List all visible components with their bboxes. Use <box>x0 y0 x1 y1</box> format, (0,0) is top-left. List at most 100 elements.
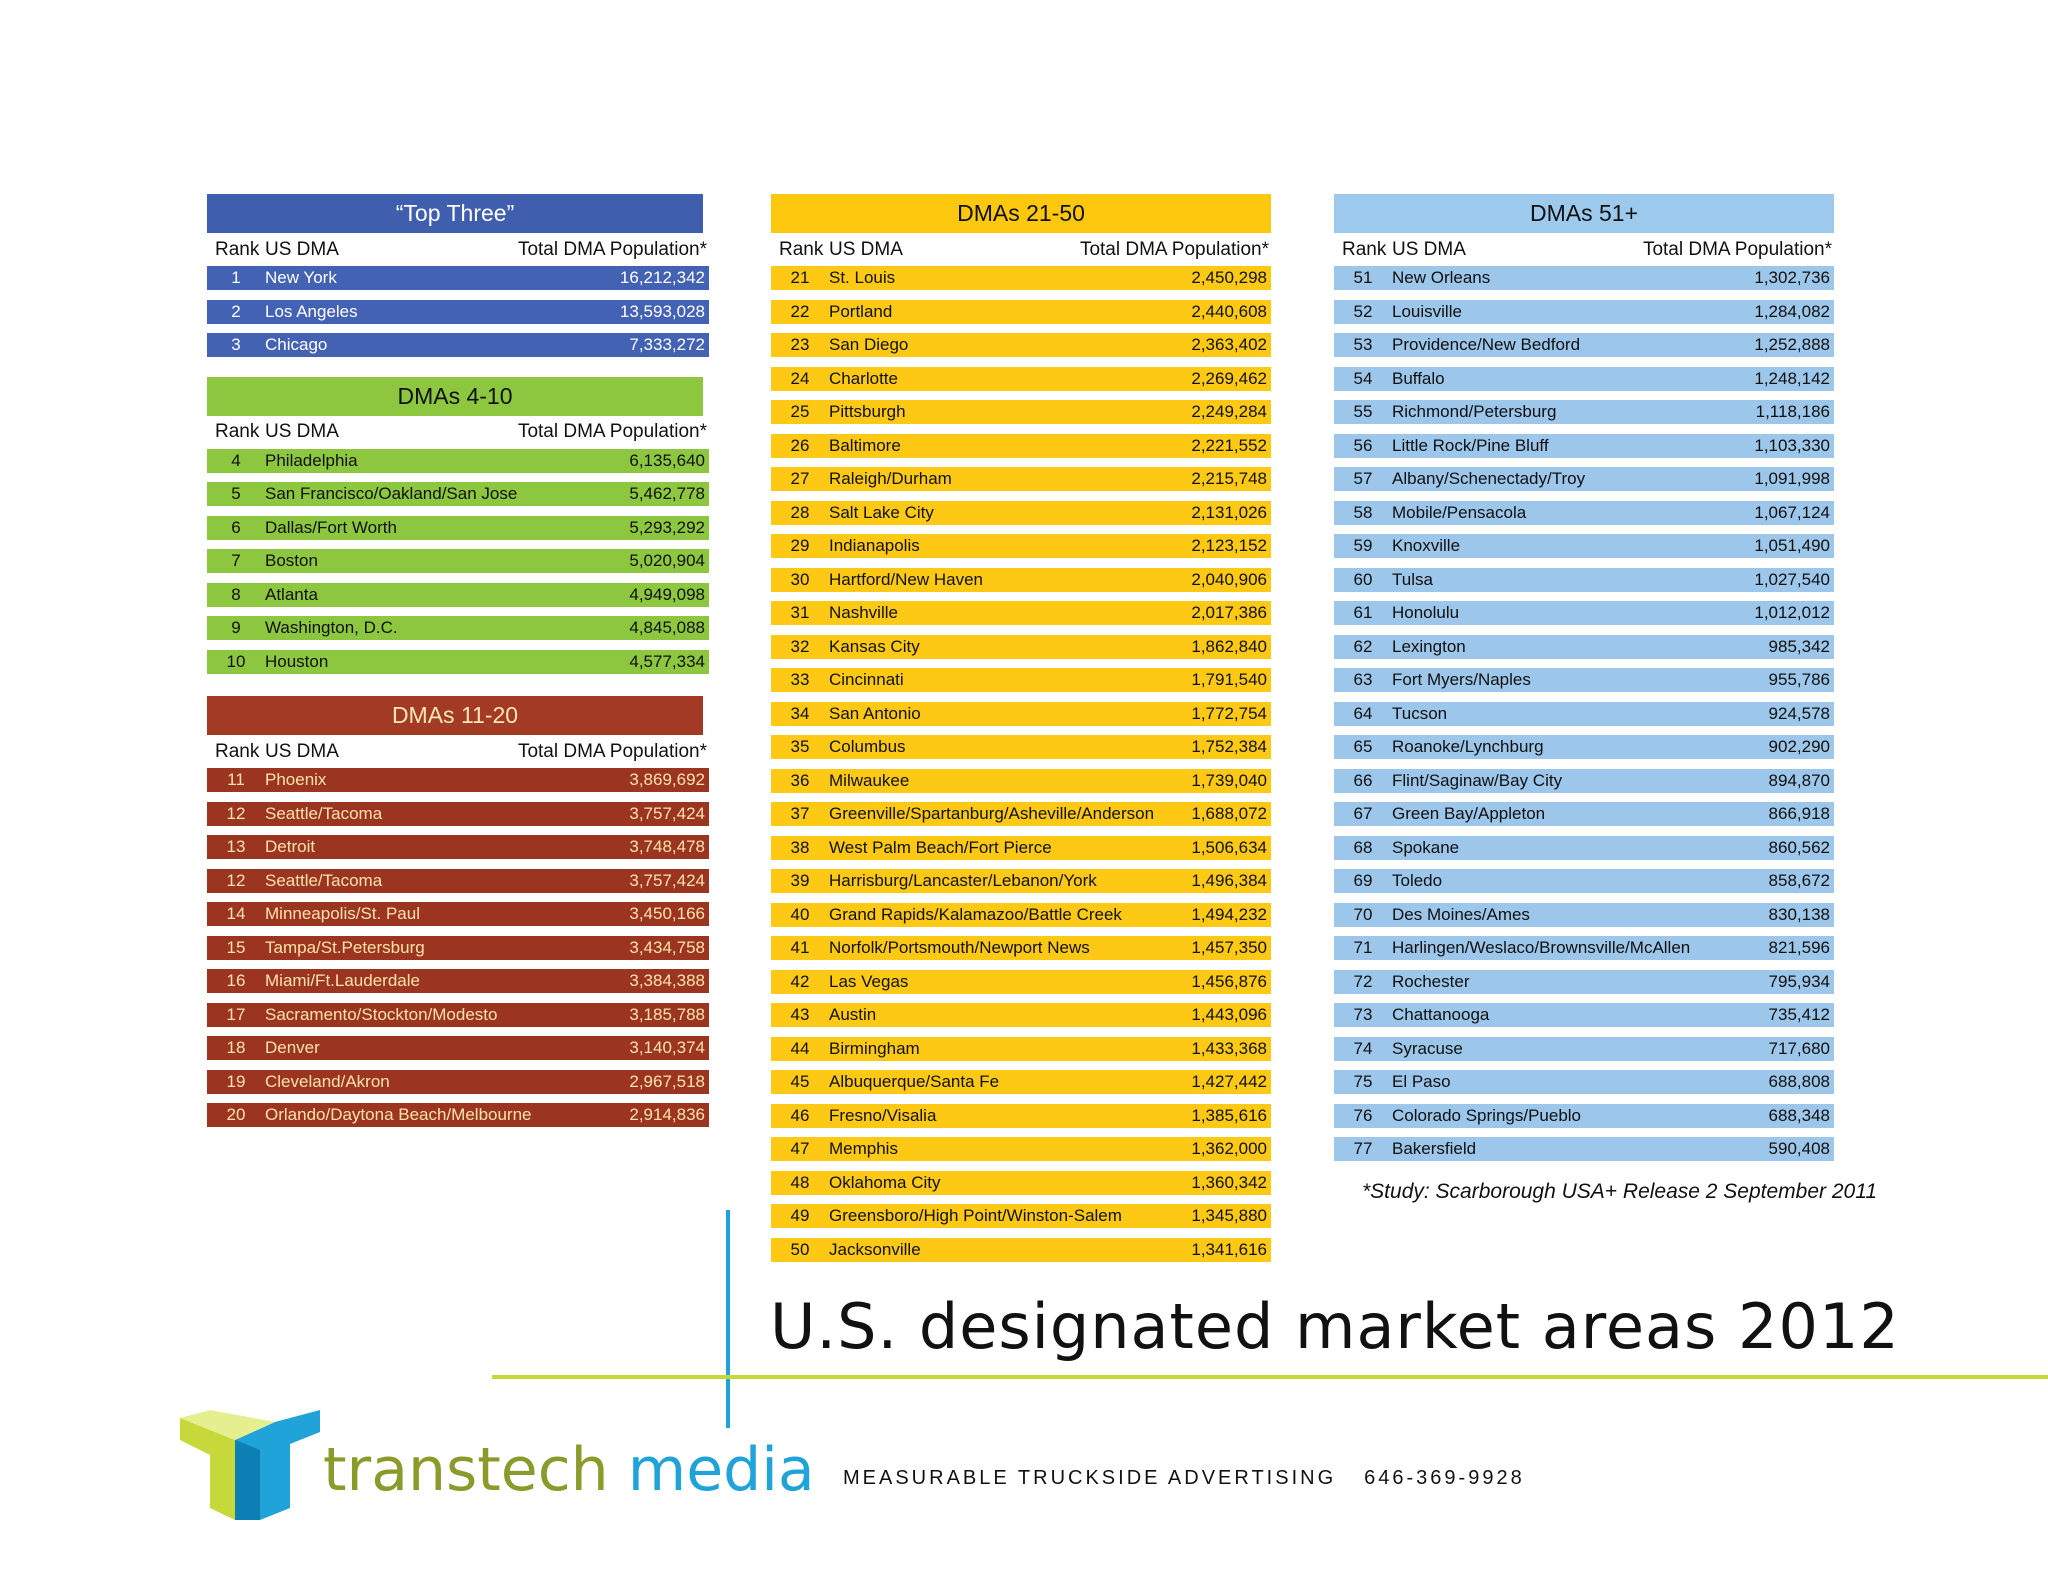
table-row: 22 Portland 2,440,608 <box>771 299 1271 324</box>
cell-pop: 3,434,758 <box>629 937 705 957</box>
cell-pop: 590,408 <box>1768 1139 1830 1158</box>
table-row: 41 Norfolk/Portsmouth/Newport News 1,457,3… <box>771 936 1271 960</box>
cell-rank: 55 <box>1353 402 1373 421</box>
table-row: 37 Greenville/Spartanburg/Asheville/Ander… <box>771 802 1271 826</box>
cell-rank: 51 <box>1353 268 1373 287</box>
cell-pop: 3,748,478 <box>629 837 705 856</box>
vertical-divider <box>726 1210 730 1428</box>
cell-rank: 19 <box>226 1071 246 1091</box>
table-row: 30 Hartford/New Haven 2,040,906 <box>771 567 1271 592</box>
cell-rank: 65 <box>1353 737 1373 756</box>
cell-rank: 63 <box>1353 670 1373 689</box>
cell-dma: Harlingen/Weslaco/Brownsville/McAllen <box>1392 938 1691 957</box>
cell-dma: San Francisco/Oakland/San Jose <box>265 484 518 503</box>
rows-dmas-4-10: 4 Philadelphia 6,135,640 5 San Francisco/Oak… <box>207 448 709 674</box>
cell-dma: Austin <box>829 1005 877 1024</box>
cell-dma: Little Rock/Pine Bluff <box>1392 435 1549 455</box>
transtech-cube-logo-icon <box>180 1410 320 1520</box>
cell-pop: 1,688,072 <box>1191 804 1267 823</box>
table-header: Rank US DMA Total DMA Population* <box>207 735 709 768</box>
table-row: 75 El Paso 688,808 <box>1334 1070 1834 1094</box>
table-row: 74 Syracuse 717,680 <box>1334 1036 1834 1061</box>
table-row: 50 Jacksonville 1,341,616 <box>771 1237 1271 1262</box>
cell-rank: 57 <box>1353 469 1373 488</box>
section-title-top-three: “Top Three” <box>207 194 703 233</box>
table-row: 56 Little Rock/Pine Bluff 1,103,330 <box>1334 433 1834 458</box>
cell-pop: 1,345,880 <box>1191 1206 1267 1225</box>
cell-dma: Los Angeles <box>265 301 358 321</box>
cell-dma: Houston <box>265 651 329 671</box>
table-row: 63 Fort Myers/Naples 955,786 <box>1334 668 1834 692</box>
cell-pop: 821,596 <box>1768 938 1830 957</box>
cell-rank: 4 <box>231 450 241 470</box>
cell-dma: Toledo <box>1392 871 1443 890</box>
table-row: 53 Providence/New Bedford 1,252,888 <box>1334 333 1834 357</box>
cell-pop: 866,918 <box>1768 804 1830 823</box>
cell-pop: 1,341,616 <box>1191 1239 1267 1259</box>
cell-pop: 735,412 <box>1768 1005 1830 1024</box>
cell-dma: Green Bay/Appleton <box>1392 804 1546 823</box>
cell-dma: Tulsa <box>1392 569 1433 589</box>
table-row: 14 Minneapolis/St. Paul 3,450,166 <box>207 902 709 926</box>
cell-dma: Syracuse <box>1392 1038 1463 1058</box>
table-row: 20 Orlando/Daytona Beach/Melbourne 2,914,8… <box>207 1103 709 1127</box>
cell-rank: 11 <box>227 770 245 789</box>
cell-pop: 4,949,098 <box>629 584 705 604</box>
cell-pop: 1,427,442 <box>1191 1072 1267 1091</box>
table-row: 36 Milwaukee 1,739,040 <box>771 768 1271 793</box>
cell-dma: Hartford/New Haven <box>829 569 984 589</box>
cell-dma: Phoenix <box>265 770 327 789</box>
cell-rank: 16 <box>226 971 246 990</box>
table-row: 46 Fresno/Visalia 1,385,616 <box>771 1103 1271 1128</box>
cell-dma: Detroit <box>265 837 316 856</box>
cell-dma: Knoxville <box>1392 536 1461 555</box>
cell-pop: 1,739,040 <box>1191 770 1267 790</box>
table-row: 4 Philadelphia 6,135,640 <box>207 448 709 473</box>
cell-rank: 64 <box>1353 703 1373 723</box>
cell-rank: 38 <box>790 837 810 857</box>
cell-rank: 53 <box>1353 335 1373 354</box>
table-row: 32 Kansas City 1,862,840 <box>771 634 1271 659</box>
cell-pop: 1,051,490 <box>1754 536 1830 555</box>
cell-pop: 1,284,082 <box>1754 301 1830 321</box>
cell-dma: Minneapolis/St. Paul <box>265 904 420 923</box>
table-row: 12 Seattle/Tacoma 3,757,424 <box>207 868 709 893</box>
cell-dma: Colorado Springs/Pueblo <box>1392 1105 1582 1125</box>
table-row: 55 Richmond/Petersburg 1,118,186 <box>1334 400 1834 424</box>
table-row: 15 Tampa/St.Petersburg 3,434,758 <box>207 935 709 960</box>
cell-pop: 902,290 <box>1768 737 1830 756</box>
cell-dma: Chattanooga <box>1392 1005 1490 1024</box>
cell-pop: 2,017,386 <box>1191 603 1267 622</box>
column-middle: DMAs 21-50 Rank US DMA Total DMA Populat… <box>771 194 1271 1271</box>
cell-dma: Tucson <box>1392 703 1448 723</box>
cell-pop: 2,131,026 <box>1191 502 1267 522</box>
cell-pop: 1,772,754 <box>1191 703 1267 723</box>
cell-pop: 3,384,388 <box>629 971 705 990</box>
cell-pop: 795,934 <box>1768 971 1830 991</box>
cell-rank: 35 <box>790 737 810 756</box>
table-row: 49 Greensboro/High Point/Winston-Salem 1,3… <box>771 1204 1271 1228</box>
cell-rank: 31 <box>790 603 810 622</box>
cell-dma: Pittsburgh <box>829 402 906 421</box>
table-row: 57 Albany/Schenectady/Troy 1,091,998 <box>1334 467 1834 491</box>
cell-rank: 23 <box>790 335 810 354</box>
cell-pop: 1,457,350 <box>1191 938 1267 957</box>
cell-pop: 3,757,424 <box>629 803 705 823</box>
cell-dma: Orlando/Daytona Beach/Melbourne <box>265 1105 532 1124</box>
cell-rank: 66 <box>1353 770 1373 790</box>
header-dma: US DMA <box>265 421 339 442</box>
table-row: 8 Atlanta 4,949,098 <box>207 582 709 607</box>
cell-rank: 20 <box>226 1105 246 1124</box>
cell-pop: 3,869,692 <box>629 770 705 789</box>
cell-pop: 4,845,088 <box>629 618 705 637</box>
cell-dma: Albany/Schenectady/Troy <box>1392 469 1586 488</box>
cell-pop: 924,578 <box>1768 703 1830 723</box>
cell-dma: Miami/Ft.Lauderdale <box>265 971 420 990</box>
cell-rank: 56 <box>1353 435 1373 455</box>
cell-rank: 39 <box>790 871 810 890</box>
table-row: 47 Memphis 1,362,000 <box>771 1137 1271 1161</box>
cell-dma: Albuquerque/Santa Fe <box>829 1072 1000 1091</box>
cell-rank: 37 <box>790 804 810 823</box>
cell-dma: San Antonio <box>829 703 921 723</box>
cell-rank: 32 <box>790 636 810 656</box>
